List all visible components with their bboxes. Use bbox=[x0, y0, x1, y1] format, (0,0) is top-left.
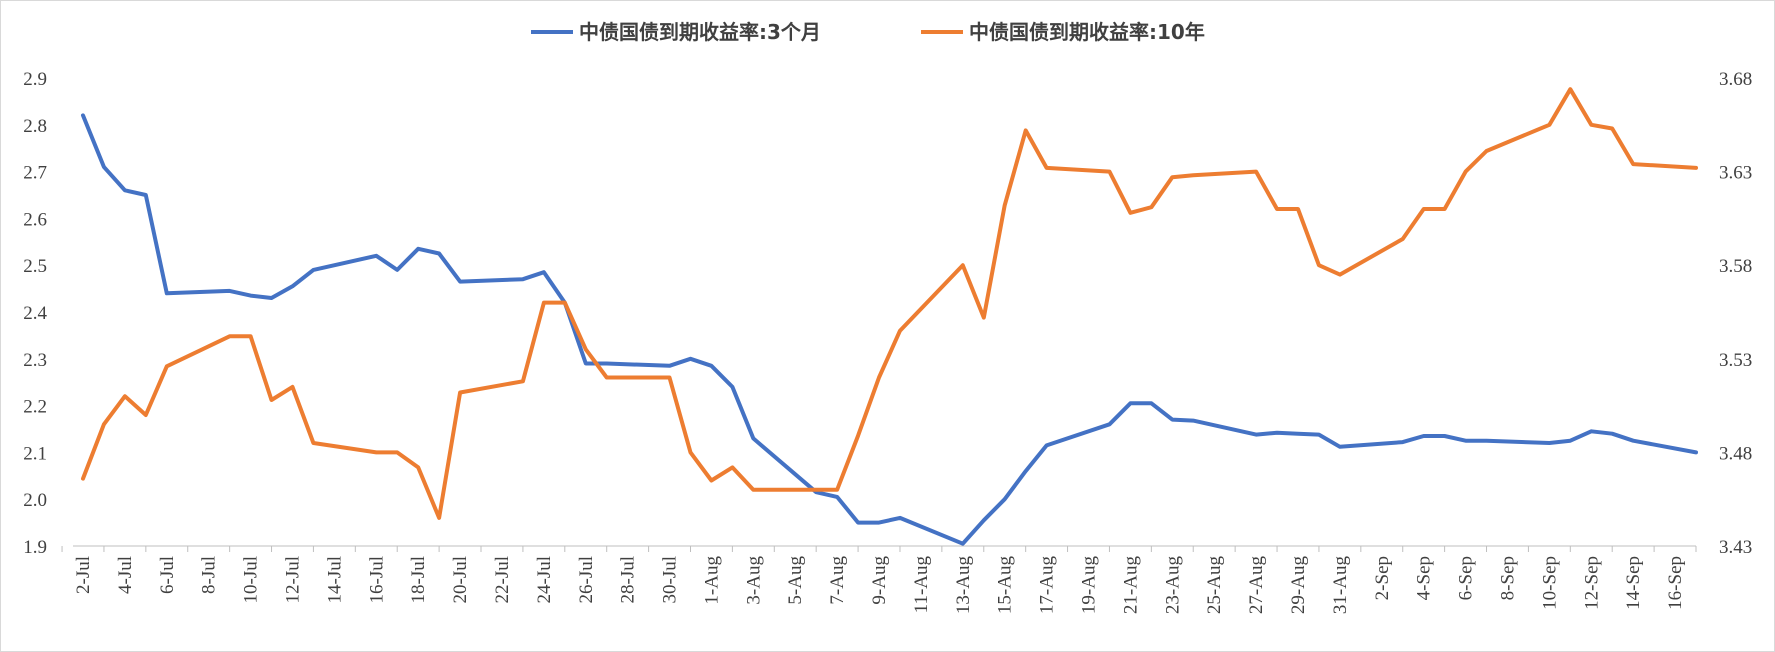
x-tick-label: 19-Aug bbox=[1079, 556, 1100, 615]
y-tick-label: 2.4 bbox=[23, 303, 47, 324]
y2-tick-label: 3.63 bbox=[1719, 163, 1752, 184]
x-tick-label: 2-Jul bbox=[73, 556, 94, 594]
y-tick-label: 1.9 bbox=[23, 537, 47, 558]
y-tick-label: 2.2 bbox=[23, 397, 47, 418]
x-tick-label: 17-Aug bbox=[1037, 556, 1058, 615]
x-tick-label: 15-Aug bbox=[995, 556, 1016, 615]
legend: 中债国债到期收益率:3个月 中债国债到期收益率:10年 bbox=[531, 20, 1205, 44]
legend-label-3m: 中债国债到期收益率:3个月 bbox=[579, 20, 821, 44]
y2-tick-label: 3.53 bbox=[1719, 350, 1752, 371]
x-tick-label: 4-Jul bbox=[115, 556, 136, 594]
x-tick-label: 14-Jul bbox=[324, 556, 345, 604]
x-tick-label: 10-Jul bbox=[241, 556, 262, 604]
y2-tick-label: 3.43 bbox=[1719, 537, 1752, 558]
y-tick-label: 2.1 bbox=[23, 443, 47, 464]
x-tick-label: 9-Aug bbox=[869, 556, 890, 605]
x-tick-label: 31-Aug bbox=[1330, 556, 1351, 615]
y-tick-label: 2.3 bbox=[23, 350, 47, 371]
x-tick-label: 5-Aug bbox=[785, 556, 806, 605]
x-tick-label: 12-Sep bbox=[1581, 556, 1602, 610]
x-tick-label: 26-Jul bbox=[576, 556, 597, 604]
x-tick-label: 27-Aug bbox=[1246, 556, 1267, 615]
x-tick-label: 25-Aug bbox=[1204, 556, 1225, 615]
y-tick-label: 2.9 bbox=[23, 69, 47, 90]
x-tick-label: 20-Jul bbox=[450, 556, 471, 604]
series-line-3m bbox=[81, 113, 1698, 546]
x-tick-label: 8-Jul bbox=[199, 556, 220, 594]
x-tick-label: 28-Jul bbox=[618, 556, 639, 604]
x-tick-label: 2-Sep bbox=[1372, 556, 1393, 600]
y-tick-label: 2.7 bbox=[23, 163, 47, 184]
x-tick-label: 21-Aug bbox=[1120, 556, 1141, 615]
x-tick-label: 13-Aug bbox=[953, 556, 974, 615]
y2-tick-label: 3.68 bbox=[1719, 69, 1752, 90]
x-tick-label: 23-Aug bbox=[1162, 556, 1183, 615]
x-tick-label: 22-Jul bbox=[492, 556, 513, 604]
x-tick-label: 10-Sep bbox=[1539, 556, 1560, 610]
y-tick-label: 2.5 bbox=[23, 256, 47, 277]
x-tick-label: 12-Jul bbox=[282, 556, 303, 604]
legend-label-10y: 中债国债到期收益率:10年 bbox=[969, 20, 1205, 44]
x-tick-label: 18-Jul bbox=[408, 556, 429, 604]
y-tick-label: 2.8 bbox=[23, 116, 47, 137]
y2-tick-label: 3.58 bbox=[1719, 256, 1752, 277]
y2-tick-label: 3.48 bbox=[1719, 443, 1752, 464]
x-tick-label: 16-Sep bbox=[1665, 556, 1686, 610]
series-lines bbox=[81, 87, 1698, 546]
x-tick-label: 6-Jul bbox=[157, 556, 178, 594]
x-tick-label: 4-Sep bbox=[1414, 556, 1435, 600]
y-tick-label: 2.0 bbox=[23, 490, 47, 511]
series-line-10y bbox=[81, 87, 1698, 520]
y-tick-label: 2.6 bbox=[23, 209, 47, 230]
x-tick-label: 24-Jul bbox=[534, 556, 555, 604]
x-tick-label: 16-Jul bbox=[366, 556, 387, 604]
x-tick-label: 30-Jul bbox=[660, 556, 681, 604]
x-tick-label: 6-Sep bbox=[1456, 556, 1477, 600]
x-tick-label: 8-Sep bbox=[1497, 556, 1518, 600]
x-tick-label: 11-Aug bbox=[911, 556, 932, 614]
x-tick-label: 1-Aug bbox=[701, 556, 722, 605]
x-tick-label: 7-Aug bbox=[827, 556, 848, 605]
x-tick-label: 3-Aug bbox=[743, 556, 764, 605]
axes: 1.9 2.0 2.1 2.2 2.3 2.4 2.5 2.6 2.7 2.8 2.9 3.43 3.4… bbox=[23, 69, 1752, 614]
x-tick-label: 29-Aug bbox=[1288, 556, 1309, 615]
x-tick-label: 14-Sep bbox=[1623, 556, 1644, 610]
